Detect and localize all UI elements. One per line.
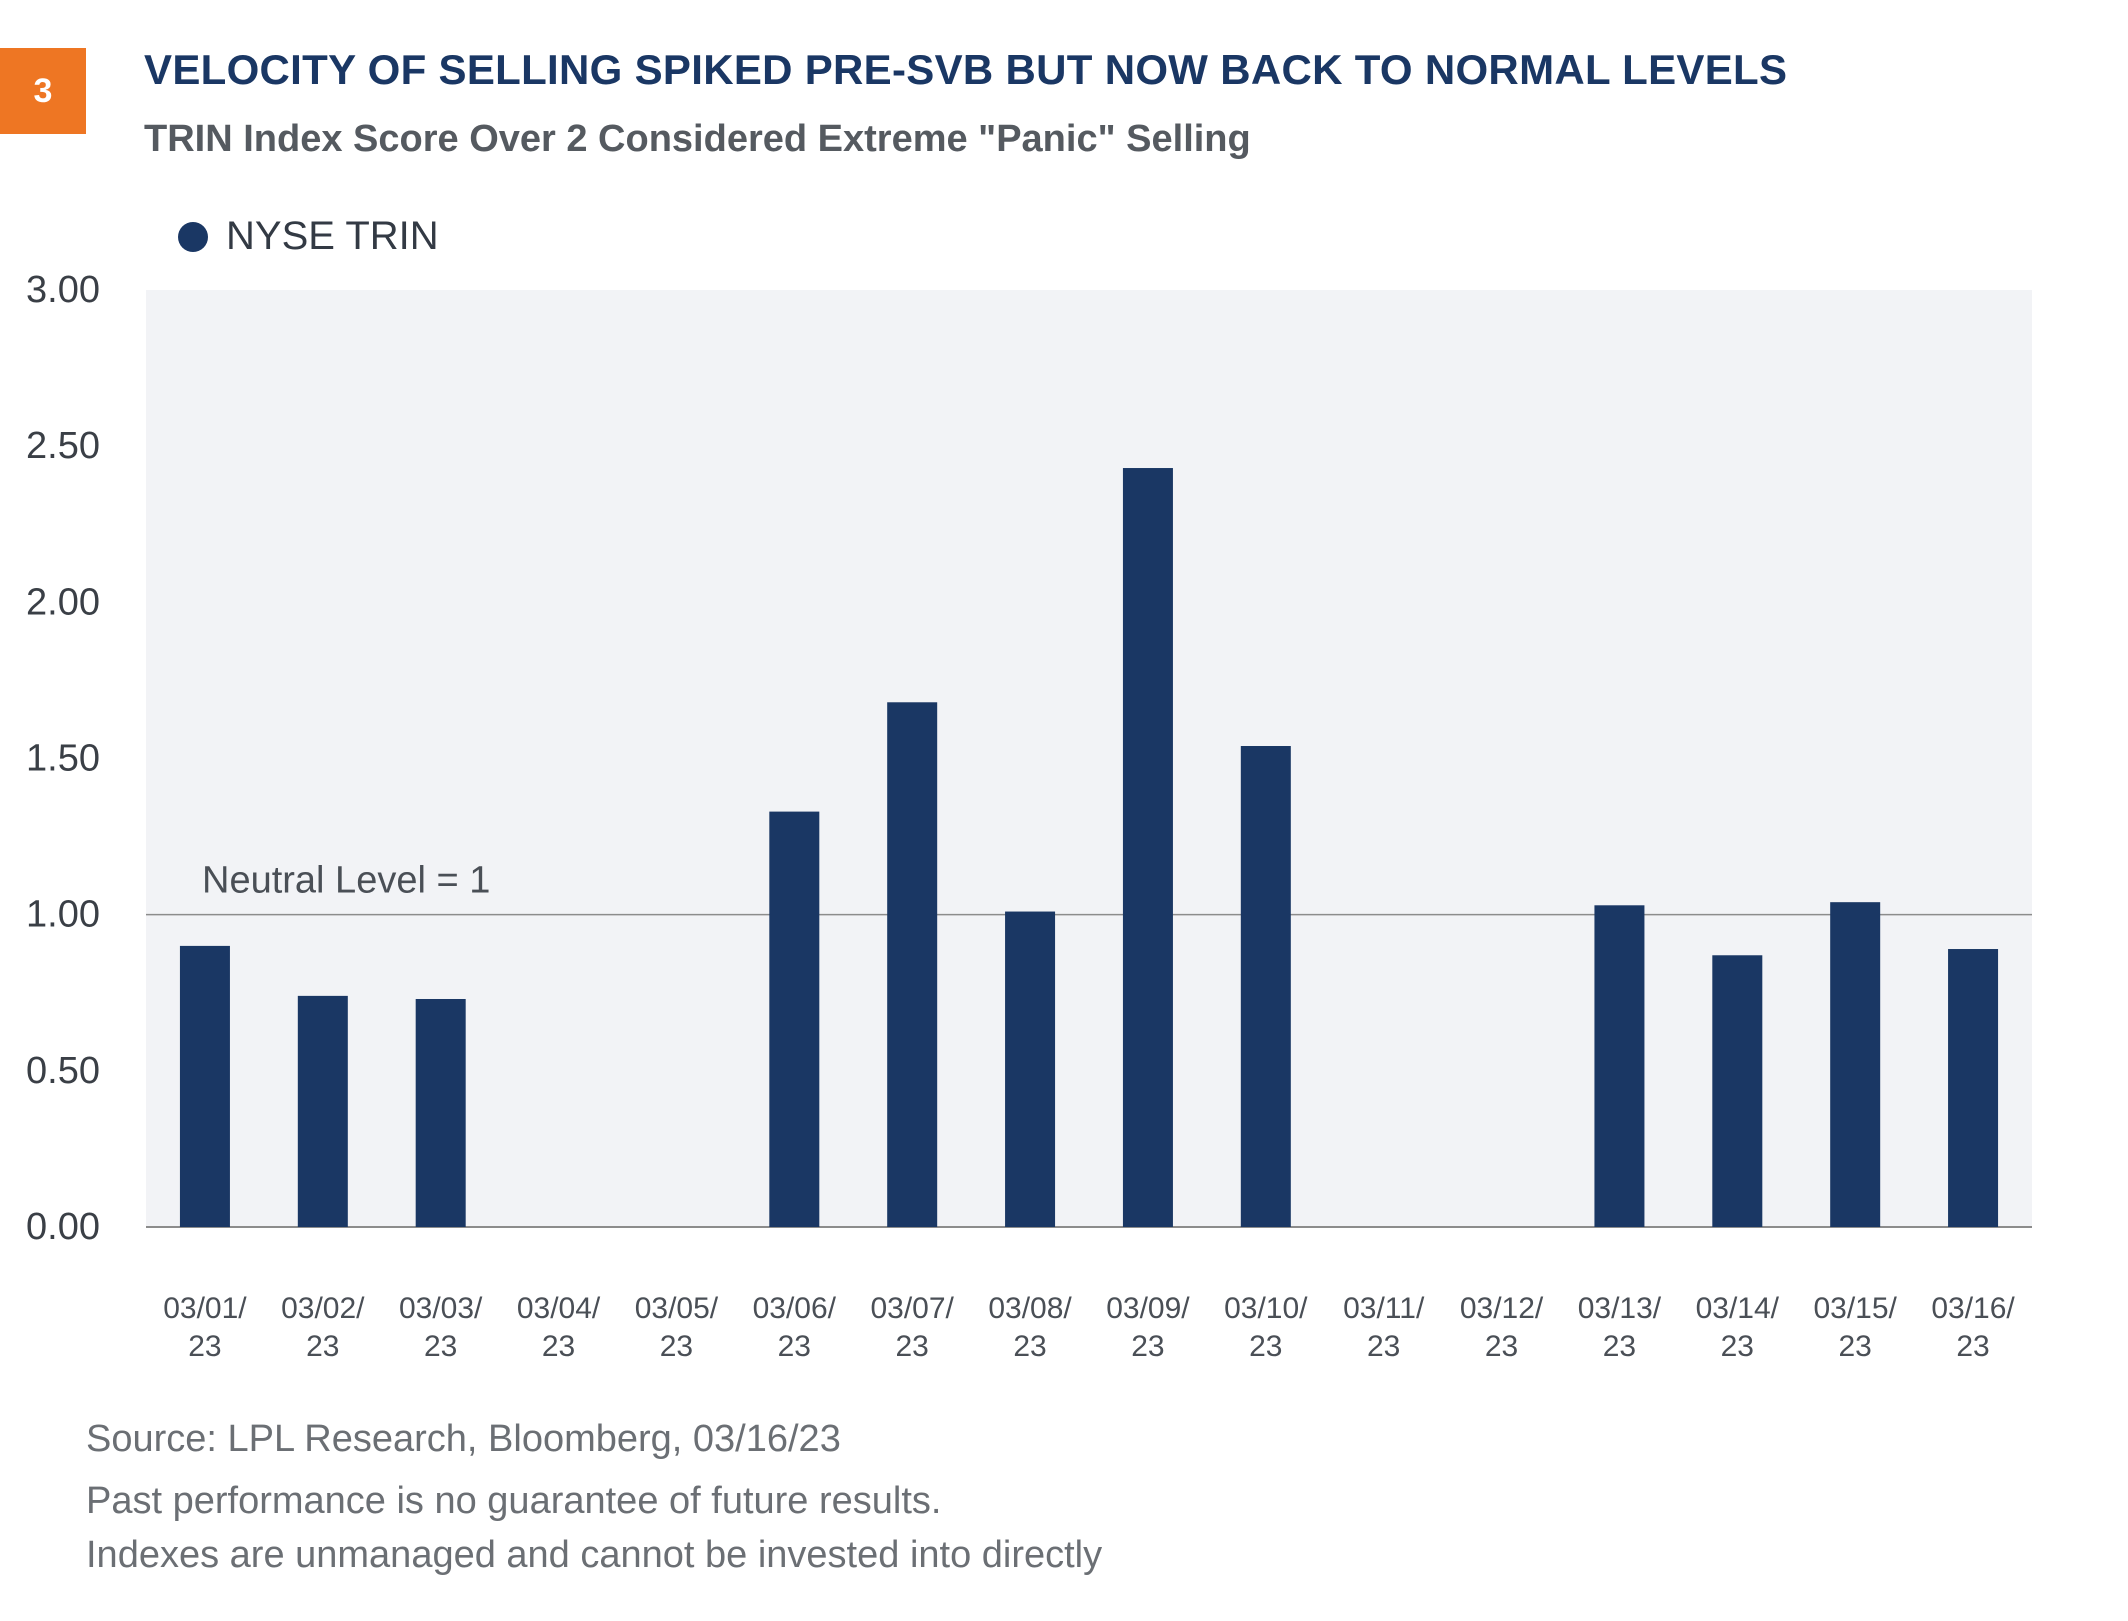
x-tick-label: 03/14/23 — [1696, 1292, 1780, 1363]
bar — [1594, 905, 1645, 1227]
y-tick-label: 1.50 — [26, 738, 100, 780]
source-note: Source: LPL Research, Bloomberg, 03/16/2… — [86, 1418, 841, 1460]
y-tick-label: 2.00 — [26, 581, 100, 623]
bar — [179, 945, 230, 1227]
bar — [887, 702, 938, 1227]
bar — [297, 995, 348, 1227]
x-tick-label: 03/15/23 — [1813, 1292, 1897, 1363]
x-tick-label: 03/13/23 — [1578, 1292, 1662, 1363]
legend-swatch — [178, 221, 208, 252]
bar — [769, 811, 820, 1227]
legend-label: NYSE TRIN — [226, 214, 439, 258]
bar-chart: 0.00 0.50 1.00 1.50 2.00 2.50 3.00 Neutral Leve… — [26, 269, 2032, 1363]
disclaimer-performance: Past performance is no guarantee of futu… — [86, 1480, 942, 1522]
bar — [415, 998, 466, 1227]
bar — [1712, 955, 1763, 1227]
x-tick-label: 03/01/23 — [163, 1292, 247, 1363]
x-tick-label: 03/12/23 — [1460, 1292, 1544, 1363]
bar — [1005, 911, 1056, 1227]
chart-legend: NYSE TRIN — [178, 214, 439, 259]
chart-title: VELOCITY OF SELLING SPIKED PRE-SVB BUT N… — [144, 46, 1788, 93]
x-tick-label: 03/09/23 — [1106, 1292, 1190, 1363]
neutral-level-label: Neutral Level = 1 — [202, 860, 490, 902]
chart-subtitle: TRIN Index Score Over 2 Considered Extre… — [144, 118, 1251, 160]
x-tick-label: 03/16/23 — [1931, 1292, 2015, 1363]
x-tick-label: 03/03/23 — [399, 1292, 483, 1363]
chart-number-badge: 3 — [0, 48, 86, 134]
x-tick-label: 03/10/23 — [1224, 1292, 1308, 1363]
x-tick-label: 03/07/23 — [870, 1292, 954, 1363]
y-tick-label: 3.00 — [26, 269, 100, 311]
x-tick-label: 03/06/23 — [753, 1292, 837, 1363]
x-tick-label: 03/02/23 — [281, 1292, 365, 1363]
bar — [1948, 949, 1999, 1227]
bar — [1240, 746, 1291, 1227]
y-tick-label: 0.50 — [26, 1050, 100, 1092]
x-tick-label: 03/04/23 — [517, 1292, 601, 1363]
y-tick-label: 0.00 — [26, 1206, 100, 1248]
x-tick-label: 03/11/23 — [1343, 1292, 1425, 1363]
y-tick-label: 2.50 — [26, 425, 100, 467]
y-tick-label: 1.00 — [26, 894, 100, 936]
bar — [1830, 902, 1881, 1227]
x-tick-label: 03/08/23 — [988, 1292, 1072, 1363]
disclaimer-indexes: Indexes are unmanaged and cannot be inve… — [86, 1534, 1103, 1576]
bar — [1122, 468, 1173, 1227]
x-tick-label: 03/05/23 — [635, 1292, 719, 1363]
